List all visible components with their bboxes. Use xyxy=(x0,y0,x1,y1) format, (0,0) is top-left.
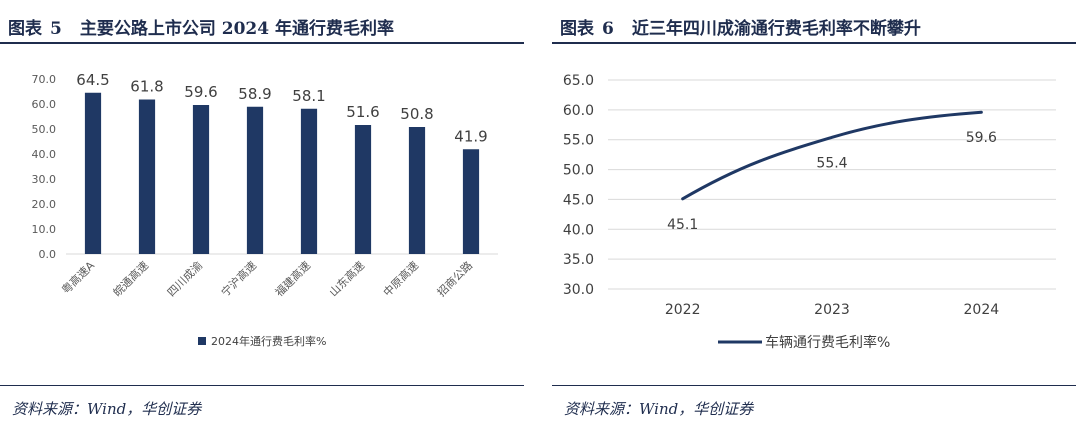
bar xyxy=(300,108,318,254)
figure-5-top-rule xyxy=(0,42,524,44)
y-tick-label: 20.0 xyxy=(32,198,57,211)
figure-5-panel: 图表 5 主要公路上市公司 2024 年通行费毛利率 0.0 10.0 20.0 30.0… xyxy=(0,0,528,428)
figure-6-label: 图表 xyxy=(560,19,594,39)
y-tick-label: 50.0 xyxy=(32,123,57,136)
figure-6-title: 图表 6 近三年四川成渝通行费毛利率不断攀升 xyxy=(560,14,921,39)
x-tick-label: 中原高速 xyxy=(380,258,421,299)
bar-data-label: 51.6 xyxy=(346,103,379,121)
series-line xyxy=(681,110,983,201)
bar-data-label: 64.5 xyxy=(76,71,109,89)
figure-6-top-rule xyxy=(552,42,1076,44)
x-tick-label: 2023 xyxy=(814,302,850,318)
x-tick-label: 招商公路 xyxy=(434,258,475,299)
y-tick-label: 10.0 xyxy=(32,223,57,236)
x-tick-label: 皖通高速 xyxy=(110,258,151,299)
figure-6-panel: 图表 6 近三年四川成渝通行费毛利率不断攀升 30.0 35.0 40.0 45.0 50.… xyxy=(552,0,1080,428)
bar-data-label: 58.1 xyxy=(292,87,325,105)
y-tick-label: 60.0 xyxy=(563,103,594,119)
x-tick-label: 山东高速 xyxy=(326,258,367,299)
figure-6-bottom-rule xyxy=(552,385,1076,386)
figure-6-source: 资料来源：Wind，华创证券 xyxy=(564,400,754,418)
figure-5-number: 5 xyxy=(50,19,62,39)
y-tick-label: 65.0 xyxy=(563,73,594,89)
x-tick-label: 2024 xyxy=(964,302,1000,318)
bar xyxy=(246,106,264,254)
y-tick-label: 45.0 xyxy=(563,192,594,208)
bar xyxy=(354,125,372,254)
line-data-label: 59.6 xyxy=(966,130,997,146)
figure-6-number: 6 xyxy=(602,19,614,39)
y-tick-label: 0.0 xyxy=(39,248,57,261)
bar-data-label: 50.8 xyxy=(400,105,433,123)
figure-5-source: 资料来源：Wind，华创证券 xyxy=(12,400,202,418)
y-tick-label: 30.0 xyxy=(32,173,57,186)
figure-5-bottom-rule xyxy=(0,385,524,386)
figure-5-title: 图表 5 主要公路上市公司 2024 年通行费毛利率 xyxy=(8,14,394,39)
x-tick-label: 四川成渝 xyxy=(164,258,205,299)
line-chart: 30.0 35.0 40.0 45.0 50.0 55.0 60.0 65.0 2022 2023… xyxy=(563,73,1056,351)
y-tick-label: 60.0 xyxy=(32,98,57,111)
y-tick-label: 35.0 xyxy=(563,252,594,268)
figure-6-caption: 近三年四川成渝通行费毛利率不断攀升 xyxy=(631,19,921,39)
x-tick-label: 宁沪高速 xyxy=(218,258,259,299)
bar-data-label: 59.6 xyxy=(184,83,217,101)
y-tick-label: 30.0 xyxy=(563,282,594,298)
bar xyxy=(84,92,102,254)
y-tick-label: 70.0 xyxy=(32,73,57,86)
figure-5-label: 图表 xyxy=(8,19,42,39)
bar xyxy=(408,127,426,254)
legend-swatch xyxy=(198,337,206,345)
bar xyxy=(462,149,480,254)
bar xyxy=(138,99,156,254)
x-tick-label: 粤高速A xyxy=(59,258,98,297)
bar xyxy=(192,105,210,254)
x-tick-label: 福建高速 xyxy=(272,258,313,299)
bar-data-label: 41.9 xyxy=(454,127,487,145)
y-tick-label: 50.0 xyxy=(563,163,594,179)
y-tick-label: 40.0 xyxy=(32,148,57,161)
bar-data-label: 58.9 xyxy=(238,85,271,103)
legend-label: 2024年通行费毛利率% xyxy=(211,334,326,348)
bar-data-label: 61.8 xyxy=(130,78,163,96)
line-data-label: 55.4 xyxy=(816,155,847,171)
y-tick-label: 55.0 xyxy=(563,133,594,149)
x-tick-label: 2022 xyxy=(665,302,701,318)
figure-5-caption: 主要公路上市公司 2024 年通行费毛利率 xyxy=(79,19,394,39)
legend-label: 车辆通行费毛利率% xyxy=(765,334,890,351)
y-tick-label: 40.0 xyxy=(563,222,594,238)
bar-chart: 0.0 10.0 20.0 30.0 40.0 50.0 60.0 70.0 64.5 粤高速A 6… xyxy=(32,71,498,348)
line-data-label: 45.1 xyxy=(667,217,698,233)
